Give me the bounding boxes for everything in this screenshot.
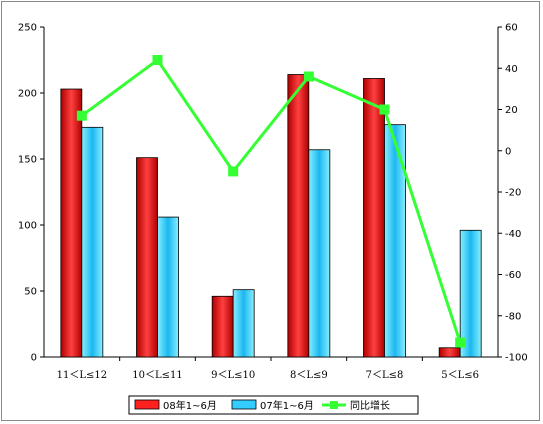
bar [232, 289, 255, 358]
y2-tick-label: -100 [505, 353, 528, 364]
y2-tick-label: -60 [505, 270, 521, 281]
x-tick-label: 9＜L≤10 [211, 370, 255, 381]
y2-tick-label: 0 [505, 146, 511, 157]
growth-point [455, 337, 466, 348]
y2-tick-label: -20 [505, 188, 521, 199]
x-tick-label: 5＜L≤6 [441, 370, 479, 381]
legend-label: 07年1~6月 [260, 399, 314, 412]
y-tick-label: 50 [24, 287, 37, 298]
growth-point [303, 71, 314, 82]
growth-point [152, 55, 163, 65]
x-tick-label: 8＜L≤9 [290, 370, 328, 381]
y-tick-label: 250 [18, 23, 37, 34]
legend-swatch [134, 399, 160, 410]
bar [363, 78, 385, 358]
bar [459, 229, 482, 358]
y2-tick-label: -80 [505, 311, 521, 322]
growth-point [76, 110, 87, 121]
bar [136, 157, 158, 358]
bar [157, 216, 179, 358]
x-tick-label: 7＜L≤8 [366, 370, 404, 381]
combo-chart: 0 50 100 150 200 250 -100 -80 -60 -40 -20 0 20 40 60 11… [18, 23, 528, 415]
legend-marker [330, 401, 338, 409]
y2-tick-label: 40 [505, 64, 518, 75]
y-tick-label: 150 [18, 155, 37, 166]
y2-tick-label: -40 [505, 229, 521, 240]
bar [211, 295, 234, 358]
y-tick-label: 0 [31, 353, 37, 364]
bar [308, 149, 331, 358]
legend-label: 08年1~6月 [163, 399, 217, 412]
x-tick-label: 11＜L≤12 [57, 370, 107, 381]
growth-line [80, 57, 462, 344]
bar [60, 88, 83, 358]
legend-label: 同比增长 [350, 399, 390, 412]
bar [438, 347, 461, 358]
legend: 08年1~6月 07年1~6月 同比增长 [128, 395, 419, 415]
bar [81, 126, 104, 358]
plot-area: 0 50 100 150 200 250 -100 -80 -60 -40 -20 0 20 40 60 11… [18, 23, 528, 382]
y-tick-label: 200 [18, 89, 37, 100]
x-tick-label: 10＜L≤11 [132, 370, 182, 381]
growth-point [228, 166, 239, 177]
y-tick-label: 100 [18, 221, 37, 232]
bar [384, 124, 406, 358]
y2-tick-label: 20 [505, 105, 518, 116]
y2-tick-label: 60 [505, 23, 518, 34]
legend-box [128, 395, 419, 415]
growth-point [379, 104, 390, 115]
bar [287, 74, 310, 358]
legend-swatch [231, 399, 257, 410]
